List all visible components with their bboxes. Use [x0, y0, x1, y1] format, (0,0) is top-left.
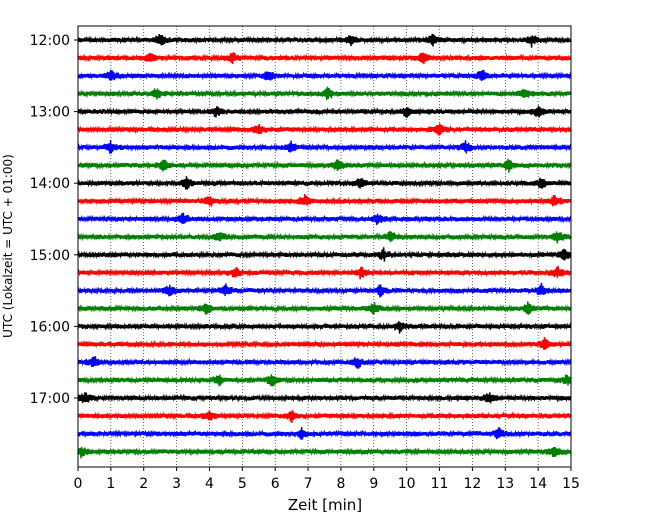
x-tick-label: 8	[336, 476, 345, 492]
seismogram-trace	[77, 410, 572, 424]
seismogram-trace	[77, 426, 572, 440]
x-tick-label: 12	[463, 476, 481, 492]
seismogram-trace	[77, 51, 572, 65]
y-tick-label: 17:00	[30, 391, 70, 407]
x-tick-label: 11	[431, 476, 449, 492]
x-axis: 0 1 2 3 4 5 6 7 8 9 10 11 12 13 14 15	[74, 467, 580, 492]
seismogram-trace	[77, 86, 572, 100]
seismogram-trace	[77, 69, 572, 82]
x-tick-label: 9	[369, 476, 378, 492]
x-tick-label: 13	[496, 476, 514, 492]
seismogram-trace	[77, 176, 572, 190]
x-tick-label: 1	[106, 476, 115, 492]
x-tick-label: 14	[529, 476, 547, 492]
seismogram-trace	[77, 321, 572, 334]
x-tick-label: 10	[398, 476, 416, 492]
seismogram-trace	[77, 301, 572, 315]
traces	[77, 33, 572, 459]
x-tick-label: 3	[172, 476, 181, 492]
seismogram-trace	[77, 212, 572, 226]
seismogram-trace	[77, 356, 572, 369]
seismogram-trace	[77, 265, 572, 280]
x-tick-label: 6	[271, 476, 280, 492]
y-tick-label: 16:00	[30, 319, 70, 335]
seismogram-trace	[77, 158, 572, 173]
seismogram-trace	[77, 193, 572, 207]
y-axis-label: UTC (Lokalzeit = UTC + 01:00)	[1, 154, 15, 338]
seismogram-trace	[77, 337, 572, 350]
seismogram-trace	[77, 374, 572, 387]
x-tick-label: 2	[139, 476, 148, 492]
y-tick-label: 12:00	[30, 33, 70, 49]
seismogram-trace	[77, 123, 572, 136]
y-axis: 12:00 13:00 14:00 15:00 16:00 17:00	[30, 33, 78, 407]
plot-frame	[77, 25, 572, 468]
seismogram-trace	[77, 392, 572, 404]
x-tick-label: 4	[205, 476, 214, 492]
seismogram-trace	[77, 282, 572, 298]
seismogram-trace	[77, 446, 572, 459]
x-tick-label: 5	[238, 476, 247, 492]
seismogram-trace	[77, 139, 572, 154]
x-axis-label: Zeit [min]	[288, 496, 362, 514]
seismogram-trace	[77, 247, 572, 262]
y-tick-label: 13:00	[30, 105, 70, 121]
x-tick-label: 7	[304, 476, 313, 492]
seismogram-trace	[77, 105, 572, 118]
seismogram-trace	[77, 33, 572, 48]
y-tick-label: 14:00	[30, 176, 70, 192]
x-tick-label: 15	[562, 476, 580, 492]
seismogram-trace	[77, 231, 572, 244]
y-tick-label: 15:00	[30, 248, 70, 264]
x-tick-label: 0	[74, 476, 83, 492]
